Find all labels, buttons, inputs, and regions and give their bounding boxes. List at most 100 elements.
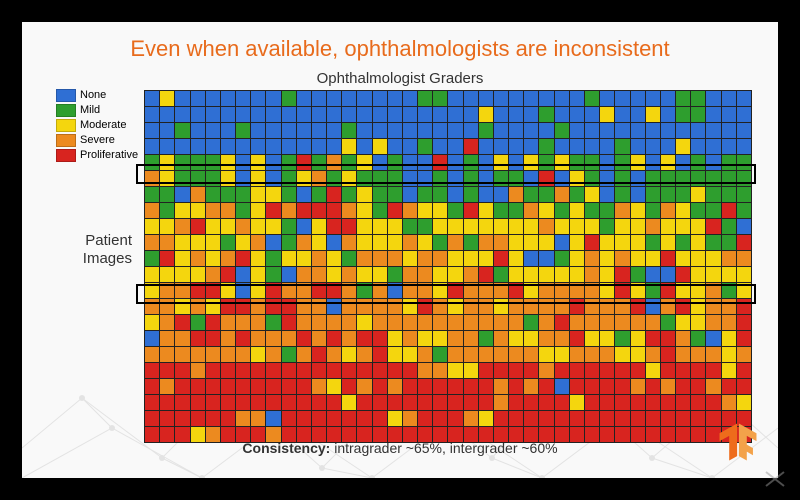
heatmap-cell	[387, 283, 402, 299]
heatmap-cell	[463, 219, 478, 235]
heatmap-cell	[175, 203, 190, 219]
heatmap-cell	[357, 203, 372, 219]
heatmap-cell	[676, 379, 691, 395]
heatmap-cell	[660, 107, 675, 123]
heatmap-cell	[721, 91, 736, 107]
heatmap-cell	[524, 283, 539, 299]
heatmap-cell	[311, 267, 326, 283]
heatmap-cell	[342, 331, 357, 347]
heatmap-cell	[402, 219, 417, 235]
heatmap-cell	[584, 267, 599, 283]
heatmap-cell	[220, 171, 235, 187]
heatmap-cell	[584, 347, 599, 363]
heatmap-cell	[691, 139, 706, 155]
legend-item: None	[56, 88, 138, 102]
heatmap-cell	[554, 203, 569, 219]
heatmap-cell	[584, 395, 599, 411]
heatmap-cell	[402, 203, 417, 219]
heatmap-cell	[463, 155, 478, 171]
heatmap-cell	[448, 107, 463, 123]
legend-item: Moderate	[56, 118, 138, 132]
heatmap-cell	[160, 219, 175, 235]
heatmap-cell	[524, 203, 539, 219]
heatmap-cell	[509, 155, 524, 171]
heatmap-cell	[311, 363, 326, 379]
heatmap-cell	[645, 363, 660, 379]
heatmap-cell	[524, 363, 539, 379]
heatmap-cell	[160, 411, 175, 427]
heatmap-cell	[387, 219, 402, 235]
heatmap-cell	[387, 91, 402, 107]
heatmap-cell	[524, 411, 539, 427]
heatmap-cell	[509, 251, 524, 267]
heatmap-cell	[478, 203, 493, 219]
heatmap-cell	[220, 347, 235, 363]
heatmap-cell	[205, 331, 220, 347]
heatmap-cell	[721, 139, 736, 155]
heatmap-cell	[509, 411, 524, 427]
heatmap-cell	[706, 283, 721, 299]
heatmap-cell	[509, 395, 524, 411]
heatmap-cell	[296, 395, 311, 411]
heatmap-cell	[387, 315, 402, 331]
heatmap-cell	[357, 139, 372, 155]
heatmap-cell	[660, 363, 675, 379]
heatmap-cell	[327, 315, 342, 331]
heatmap-cell	[691, 251, 706, 267]
heatmap-cell	[554, 283, 569, 299]
legend-item: Proliferative	[56, 148, 138, 162]
heatmap-cell	[190, 395, 205, 411]
heatmap-cell	[660, 347, 675, 363]
slide: Even when available, ophthalmologists ar…	[22, 22, 778, 478]
heatmap-cell	[327, 411, 342, 427]
heatmap-cell	[448, 187, 463, 203]
heatmap-cell	[296, 235, 311, 251]
heatmap-cell	[509, 123, 524, 139]
slide-title: Even when available, ophthalmologists ar…	[22, 36, 778, 62]
heatmap-cell	[463, 267, 478, 283]
heatmap-cell	[448, 123, 463, 139]
heatmap-cell	[327, 107, 342, 123]
heatmap-cell	[660, 315, 675, 331]
heatmap-cell	[266, 123, 281, 139]
heatmap-cell	[402, 347, 417, 363]
heatmap-cell	[357, 363, 372, 379]
heatmap-cell	[175, 315, 190, 331]
heatmap-cell	[691, 187, 706, 203]
heatmap-cell	[357, 155, 372, 171]
y-axis-label-line1: Patient	[85, 232, 132, 249]
heatmap-cell	[600, 331, 615, 347]
heatmap-cell	[296, 411, 311, 427]
heatmap-cell	[463, 347, 478, 363]
heatmap-cell	[721, 203, 736, 219]
heatmap-cell	[160, 123, 175, 139]
legend-swatch	[56, 134, 76, 147]
heatmap-cell	[311, 219, 326, 235]
legend-label: Moderate	[80, 118, 126, 132]
heatmap-cell	[296, 91, 311, 107]
heatmap-cell	[736, 379, 751, 395]
heatmap-cell	[372, 251, 387, 267]
heatmap-cell	[584, 171, 599, 187]
heatmap-cell	[539, 123, 554, 139]
heatmap-cell	[236, 363, 251, 379]
heatmap-cell	[205, 379, 220, 395]
heatmap-cell	[387, 331, 402, 347]
heatmap-cell	[342, 107, 357, 123]
heatmap-cell	[342, 379, 357, 395]
heatmap-cell	[251, 203, 266, 219]
heatmap-cell	[342, 395, 357, 411]
heatmap-cell	[478, 315, 493, 331]
heatmap-cell	[160, 299, 175, 315]
heatmap-cell	[342, 411, 357, 427]
heatmap-cell	[736, 187, 751, 203]
heatmap-cell	[615, 411, 630, 427]
heatmap-cell	[706, 299, 721, 315]
heatmap-cell	[236, 203, 251, 219]
heatmap-cell	[463, 251, 478, 267]
heatmap-cell	[236, 235, 251, 251]
heatmap-cell	[676, 139, 691, 155]
heatmap-cell	[190, 283, 205, 299]
heatmap-cell	[660, 235, 675, 251]
heatmap-cell	[327, 139, 342, 155]
